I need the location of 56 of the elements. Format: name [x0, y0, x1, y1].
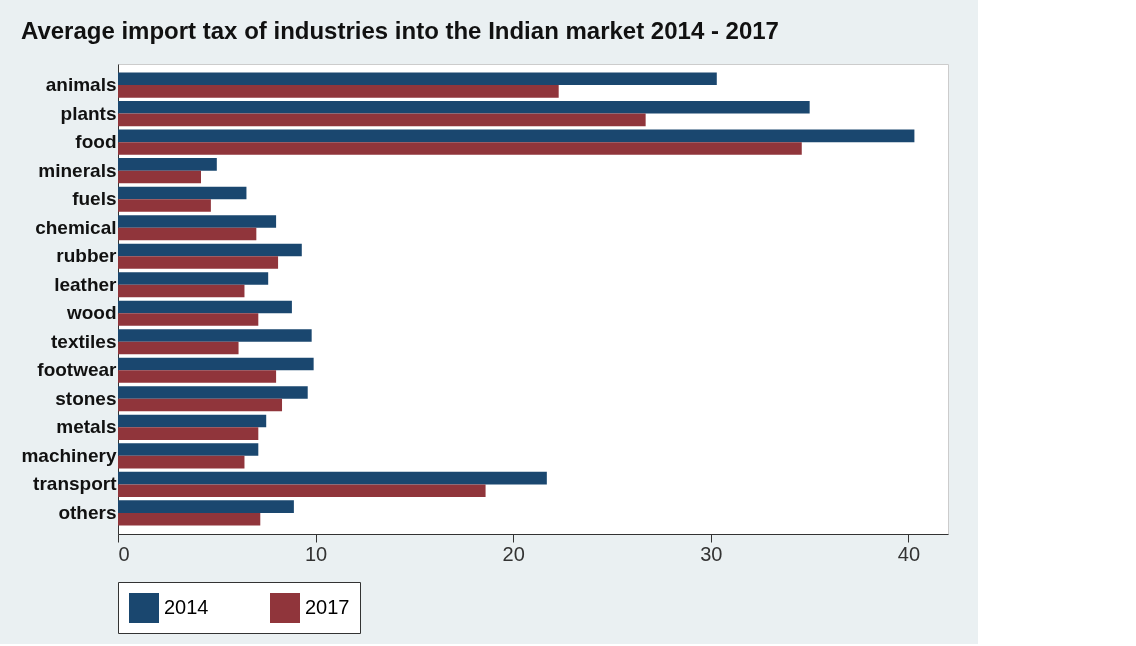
bar — [118, 199, 211, 212]
y-tick-label: animals — [45, 74, 117, 96]
bar — [118, 256, 279, 269]
y-tick-label: textiles — [51, 330, 117, 352]
bar — [118, 443, 259, 456]
x-tick-label: 0 — [118, 542, 130, 565]
x-tick-label: 30 — [700, 542, 723, 565]
bar — [118, 284, 245, 298]
bar — [118, 129, 915, 143]
bar — [118, 113, 646, 127]
bar — [118, 512, 261, 526]
bar — [118, 471, 547, 485]
x-tick-label: 40 — [897, 542, 921, 565]
bar — [118, 313, 259, 326]
x-tick-label: 20 — [502, 542, 525, 565]
bar — [118, 300, 292, 314]
bar — [118, 85, 559, 98]
bar — [118, 370, 277, 383]
bar — [118, 386, 308, 399]
x-tick-label: 10 — [304, 542, 328, 565]
bar — [118, 170, 201, 184]
bar — [118, 341, 239, 355]
legend-label: 2014 — [164, 596, 209, 618]
y-tick-label: rubber — [56, 245, 118, 267]
legend-label: 2017 — [305, 596, 350, 618]
bar — [118, 357, 314, 371]
bar — [118, 329, 312, 342]
y-tick-label: plants — [60, 102, 117, 124]
y-tick-label: wood — [65, 302, 117, 324]
bar — [118, 414, 267, 428]
y-tick-label: minerals — [38, 159, 117, 181]
bar — [118, 142, 802, 155]
y-tick-label: food — [75, 131, 117, 153]
bar — [118, 398, 283, 412]
bar — [118, 227, 257, 241]
y-tick-label: transport — [33, 473, 118, 495]
y-tick-label: leather — [54, 273, 118, 295]
bar — [118, 272, 269, 285]
bar — [118, 243, 302, 257]
chart-title: Average import tax of industries into the Indian market 2014 - 2017 — [20, 17, 779, 44]
bar — [118, 455, 245, 469]
y-tick-label: others — [58, 501, 117, 523]
bar — [118, 158, 217, 171]
bar — [118, 215, 277, 228]
y-tick-label: machinery — [21, 444, 117, 466]
bar — [118, 101, 810, 114]
y-tick-label: metals — [56, 416, 117, 438]
y-tick-label: stones — [55, 387, 117, 409]
bar — [118, 484, 486, 497]
y-tick-label: fuels — [72, 188, 117, 210]
y-tick-label: footwear — [37, 359, 118, 381]
bar — [118, 186, 247, 200]
bar — [118, 427, 259, 440]
bar — [118, 500, 294, 513]
y-tick-label: chemical — [35, 216, 117, 238]
bar — [118, 72, 717, 86]
